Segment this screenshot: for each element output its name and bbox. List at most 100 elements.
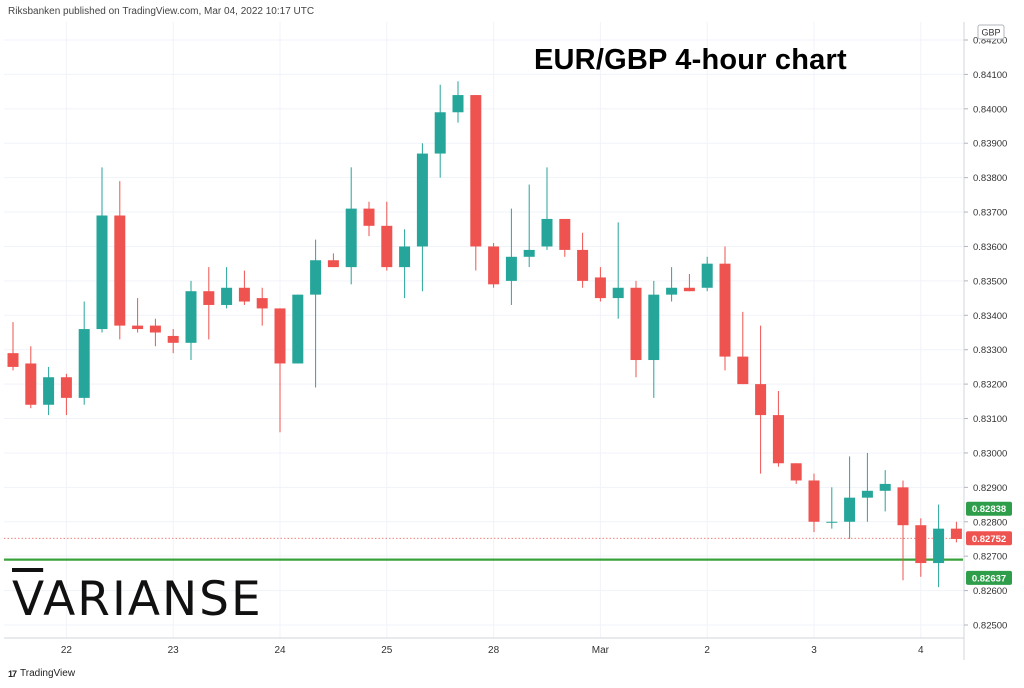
y-tick-label: 0.84200 xyxy=(973,36,1007,47)
time-axis: 22 23 24 25 28 Mar 2 3 4 xyxy=(4,637,964,656)
candle-body xyxy=(132,325,144,330)
x-tick-label: 25 xyxy=(381,645,393,656)
candle-body xyxy=(897,487,909,526)
candle xyxy=(755,325,767,474)
price-tag xyxy=(966,501,1012,516)
candle xyxy=(292,294,304,364)
y-tick-label: 0.83000 xyxy=(973,448,1007,459)
y-tick-label: 0.82700 xyxy=(973,552,1007,563)
candle xyxy=(772,391,784,467)
candle-body xyxy=(755,384,767,416)
candle-body xyxy=(915,525,927,564)
candle-body xyxy=(737,356,749,385)
candle-body xyxy=(310,260,322,295)
candle-body xyxy=(577,249,589,281)
candle-body xyxy=(363,208,375,226)
candle xyxy=(274,308,286,433)
price-tag xyxy=(966,531,1012,546)
x-tick-label: 23 xyxy=(168,645,180,656)
y-tick-label: 0.83900 xyxy=(973,139,1007,150)
candle-body xyxy=(826,521,838,523)
candle xyxy=(78,301,90,405)
x-tick-label: 28 xyxy=(488,645,500,656)
candle xyxy=(96,167,108,333)
candle-body xyxy=(43,377,55,405)
y-tick-label: 0.83200 xyxy=(973,380,1007,391)
candle xyxy=(452,81,464,123)
candle-body xyxy=(630,287,642,361)
x-tick-label: 4 xyxy=(918,645,924,656)
candle xyxy=(897,480,909,581)
footer[interactable]: 17 TradingView xyxy=(8,668,75,679)
y-tick-label: 0.84100 xyxy=(973,70,1007,81)
candle xyxy=(505,208,517,305)
y-tick-label: 0.83400 xyxy=(973,311,1007,322)
x-tick-label: 3 xyxy=(811,645,817,656)
y-tick-label: 0.83100 xyxy=(973,414,1007,425)
price-tags: 0.82838 0.82752 0.82637 xyxy=(966,501,1012,585)
chart-title: EUR/GBP 4-hour chart xyxy=(534,44,847,76)
candle xyxy=(149,318,161,347)
candle xyxy=(345,167,357,285)
candle xyxy=(523,184,535,268)
y-tick-label: 0.83700 xyxy=(973,208,1007,219)
candle-body xyxy=(933,528,945,564)
candle xyxy=(612,222,624,319)
candle xyxy=(666,267,678,302)
candle xyxy=(399,229,411,299)
candle-body xyxy=(648,294,660,361)
candle xyxy=(950,521,962,543)
candle-body xyxy=(7,353,19,367)
candle-body xyxy=(399,246,411,268)
candle-series xyxy=(7,81,962,588)
y-tick-label: 0.82600 xyxy=(973,586,1007,597)
candle-body xyxy=(950,528,962,539)
candle xyxy=(256,287,268,326)
candle xyxy=(559,218,571,257)
candle xyxy=(43,366,55,416)
x-tick-label: 22 xyxy=(61,645,73,656)
candle xyxy=(363,201,375,237)
candle xyxy=(203,267,215,340)
candle-body xyxy=(292,294,304,364)
candle-body xyxy=(25,363,37,405)
y-tick-label: 0.84000 xyxy=(973,104,1007,115)
footer-label: TradingView xyxy=(20,668,76,679)
price-tag-label: 0.82752 xyxy=(972,534,1006,545)
y-tick-label: 0.83300 xyxy=(973,345,1007,356)
candle-body xyxy=(808,480,820,522)
candle xyxy=(808,473,820,533)
candle xyxy=(933,504,945,588)
price-tag xyxy=(966,570,1012,585)
candle-body xyxy=(203,291,215,305)
candle-body xyxy=(594,277,606,299)
candle-body xyxy=(559,218,571,250)
candle-body xyxy=(488,246,500,285)
grid-lines xyxy=(4,22,963,638)
candle xyxy=(488,243,500,288)
candle xyxy=(701,256,713,292)
candle xyxy=(790,463,802,484)
candle-body xyxy=(238,287,250,302)
candle-body xyxy=(60,377,72,398)
candle-body xyxy=(452,95,464,113)
candle xyxy=(915,518,927,577)
candle xyxy=(594,267,606,302)
price-axis: 0.82500 0.82600 0.82700 0.82800 0.82900 0.830… xyxy=(963,22,1007,660)
candle xyxy=(648,280,660,398)
candle-body xyxy=(381,225,393,268)
candle-body xyxy=(719,263,731,357)
y-tick-label: 0.82900 xyxy=(973,483,1007,494)
candle-body xyxy=(256,298,268,309)
y-tick-label: 0.83500 xyxy=(973,276,1007,287)
candle-body xyxy=(274,308,286,364)
y-tick-label: 0.83600 xyxy=(973,242,1007,253)
candle xyxy=(826,487,838,529)
price-tag-label: 0.82637 xyxy=(972,573,1006,584)
candle-body xyxy=(683,287,695,292)
y-tick-label: 0.82500 xyxy=(973,621,1007,632)
candle-body xyxy=(96,215,108,330)
candle xyxy=(737,311,749,385)
candle-body xyxy=(434,112,446,154)
